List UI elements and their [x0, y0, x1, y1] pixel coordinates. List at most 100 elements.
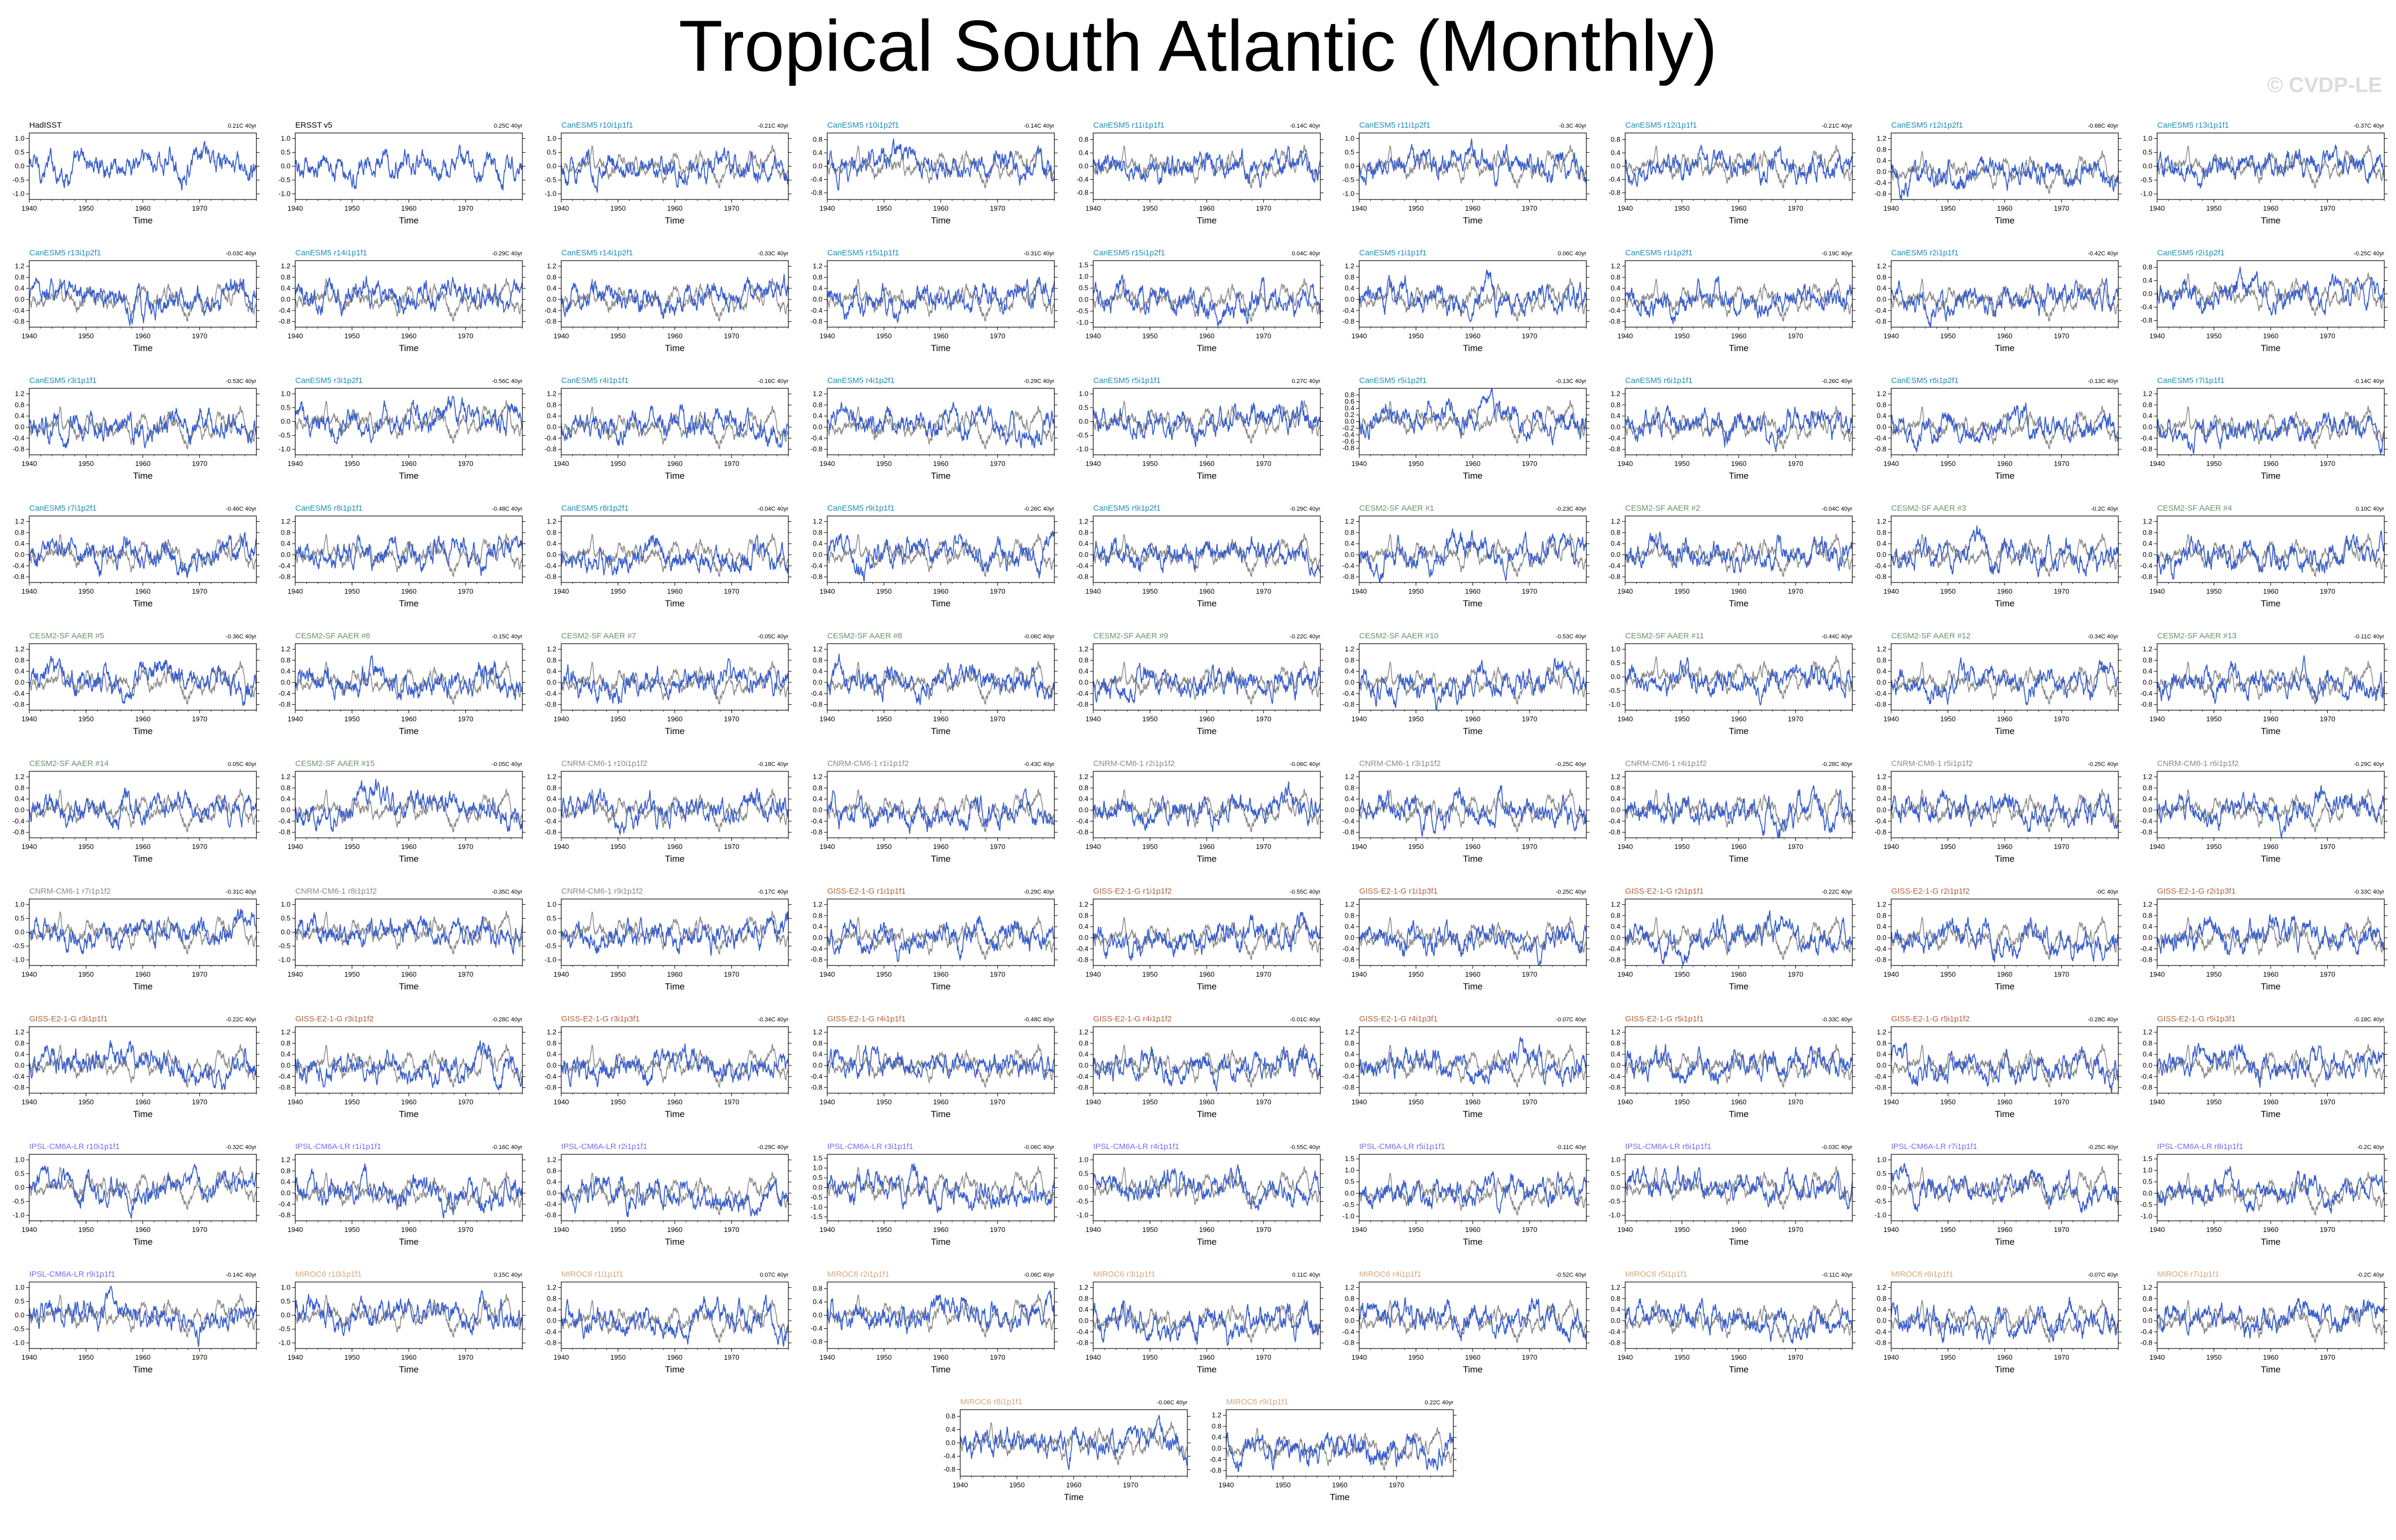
plot-frame — [295, 1281, 523, 1349]
observed-series-line — [561, 661, 788, 705]
panel-trend-label: -0.31C 40yr — [226, 889, 257, 895]
y-tick-label: 0.0 — [281, 1189, 290, 1197]
model-series-line — [29, 407, 256, 448]
x-tick-label: 1950 — [344, 1353, 360, 1361]
y-tick-label: -0.8 — [2141, 1339, 2152, 1347]
model-series-line — [1625, 1297, 1852, 1344]
y-tick-label: -1.0 — [545, 956, 556, 964]
x-tick-label: 1950 — [2206, 460, 2222, 468]
y-tick-label: -1.0 — [279, 1339, 290, 1347]
panel-trend-label: -0.18C 40yr — [758, 761, 789, 768]
y-tick-label: 0.4 — [15, 1050, 24, 1058]
y-tick-label: 0.4 — [1345, 667, 1354, 675]
y-tick-label: -0.4 — [279, 1200, 290, 1208]
y-tick-label: 1.2 — [1079, 517, 1088, 525]
x-tick-label: 1960 — [667, 715, 683, 723]
x-tick-label: 1970 — [2320, 1353, 2335, 1361]
y-tick-label: 0.4 — [813, 539, 822, 547]
x-tick-label: 1970 — [2320, 843, 2335, 851]
y-tick-label: 0.4 — [1877, 922, 1886, 930]
y-tick-label: 0.4 — [15, 795, 24, 803]
x-tick-label: 1970 — [1256, 1098, 1271, 1106]
y-tick-label: 0.4 — [813, 1050, 822, 1058]
x-tick-label: 1950 — [1142, 587, 1158, 595]
panel-trend-label: -0.2C 40yr — [2357, 1144, 2385, 1151]
x-tick-label: 1950 — [1674, 1226, 1690, 1234]
model-series-line — [1359, 1297, 1586, 1343]
plot-frame — [1625, 1154, 1853, 1221]
y-tick-label: -0.8 — [1609, 828, 1620, 836]
panel-74: IPSL-CM6A-LR r1i1p1f1 -0.16C 40yr1.20.80.… — [279, 1142, 526, 1247]
x-tick-label: 1950 — [2206, 204, 2222, 212]
y-tick-label: -0.8 — [1343, 701, 1354, 709]
x-tick-label: 1960 — [667, 1098, 683, 1106]
model-series-line — [1359, 1171, 1586, 1215]
y-tick-label: -1.0 — [279, 190, 290, 198]
y-tick-label: -0.8 — [811, 828, 822, 836]
y-tick-label: 0.8 — [15, 784, 24, 792]
y-tick-label: -0.5 — [1077, 1197, 1088, 1205]
panel-title: CESM2-SF AAER #2 — [1625, 504, 1700, 513]
panel-trend-label: -0.34C 40yr — [758, 1017, 789, 1023]
panel-trend-label: 0.21C 40yr — [228, 123, 256, 129]
panel-title: MIROC6 r6i1p1f1 — [1891, 1270, 1953, 1279]
model-series-line — [1891, 156, 2118, 199]
y-tick-label: -0.4 — [2141, 817, 2152, 825]
model-series-line — [2157, 144, 2384, 189]
x-tick-label: 1970 — [1522, 460, 1537, 468]
y-tick-label: -0.8 — [2141, 828, 2152, 836]
model-series-line — [561, 911, 788, 956]
y-tick-label: 0.0 — [547, 423, 556, 431]
y-tick-label: 1.2 — [15, 645, 24, 653]
y-tick-label: 0.5 — [1345, 148, 1354, 156]
panel-title: CanESM5 r13i1p2f1 — [29, 248, 101, 257]
y-tick-label: -0.8 — [545, 701, 556, 709]
model-series-line — [1891, 1296, 2118, 1345]
model-series-line — [1891, 657, 2118, 705]
observed-series-line — [561, 145, 788, 189]
panel-91: MIROC6 r8i1p1f1 -0.06C 40yr0.80.40.0-0.4-… — [944, 1397, 1191, 1502]
y-tick-label: 1.2 — [281, 1155, 290, 1163]
y-tick-label: -0.8 — [1343, 444, 1354, 452]
panel-10: CanESM5 r13i1p2f1 -0.03C 40yr1.20.80.40.0… — [13, 248, 260, 353]
model-series-line — [1359, 269, 1586, 323]
panel-15: CanESM5 r1i1p1f1 0.06C 40yr1.20.80.40.0-0… — [1343, 248, 1590, 353]
x-tick-label: 1950 — [344, 1226, 360, 1234]
plot-frame — [2157, 132, 2385, 200]
y-tick-label: 0.0 — [1611, 1184, 1620, 1192]
observed-series-line — [561, 911, 788, 955]
y-tick-label: 0.0 — [1877, 1317, 1886, 1325]
panel-title: CESM2-SF AAER #8 — [827, 631, 902, 640]
x-tick-label: 1960 — [1465, 715, 1480, 723]
x-axis-label: Time — [931, 598, 951, 609]
model-series-line — [295, 912, 522, 955]
x-tick-label: 1950 — [1674, 587, 1690, 595]
panel-trend-label: -0.29C 40yr — [492, 251, 523, 257]
x-tick-label: 1960 — [1997, 1226, 2012, 1234]
y-tick-label: 0.4 — [1079, 539, 1088, 547]
x-axis-label: Time — [133, 598, 153, 609]
y-tick-label: -1.0 — [1875, 1211, 1886, 1219]
x-tick-label: 1960 — [1199, 460, 1214, 468]
y-tick-label: 0.0 — [281, 295, 290, 303]
model-series-line — [827, 402, 1054, 449]
x-axis-label: Time — [1197, 1237, 1217, 1247]
x-tick-label: 1950 — [876, 1353, 892, 1361]
x-tick-label: 1940 — [820, 1098, 835, 1106]
x-tick-label: 1970 — [990, 1098, 1005, 1106]
y-tick-label: 1.2 — [813, 1028, 822, 1036]
plot-frame — [1625, 643, 1853, 711]
y-tick-label: -0.8 — [811, 318, 822, 326]
plot-frame — [561, 1281, 789, 1349]
y-tick-label: -0.5 — [1609, 687, 1620, 695]
y-tick-label: -0.4 — [1077, 1072, 1088, 1080]
panel-trend-label: -0.3C 40yr — [1559, 123, 1587, 129]
panel-13: CanESM5 r15i1p1f1 -0.31C 40yr1.20.80.40.0… — [811, 248, 1058, 353]
x-tick-label: 1940 — [1884, 970, 1899, 978]
y-tick-label: -0.8 — [13, 1084, 24, 1092]
x-tick-label: 1960 — [667, 970, 683, 978]
y-tick-label: 0.8 — [813, 656, 822, 664]
y-tick-label: 1.2 — [1345, 1283, 1354, 1291]
y-tick-label: 0.8 — [547, 1039, 556, 1047]
x-tick-label: 1950 — [876, 970, 892, 978]
